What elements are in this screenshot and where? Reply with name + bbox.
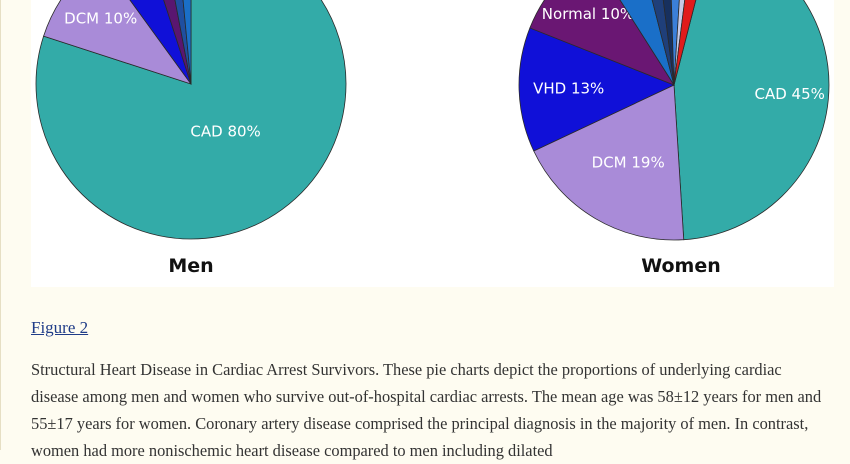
pie-slice <box>662 0 675 86</box>
pie-slice <box>673 0 697 86</box>
pie-slice <box>163 0 192 85</box>
pie-slice-label: CAD 45% <box>754 85 824 103</box>
pie-slice <box>35 0 347 240</box>
pie-chart-men: CAD 80% DCM 10% <box>35 0 347 240</box>
pie-slice <box>182 0 192 85</box>
pie-slice <box>533 84 685 241</box>
pie-chart-title: Men <box>168 255 213 277</box>
pie-slice <box>670 0 680 86</box>
pie-slice <box>651 0 675 86</box>
pie-slice-label: Normal 10% <box>542 5 634 23</box>
pie-slice <box>619 0 675 86</box>
pie-slice-label: CAD 80% <box>190 123 260 141</box>
figure-image: CAD 80% DCM 10% Men CAD 45% DCM 19% VHD 13% No… <box>31 0 834 287</box>
article-page: CAD 80% DCM 10% Men CAD 45% DCM 19% VHD 13% No… <box>0 0 834 460</box>
pie-slice-label: VHD 13% <box>533 79 604 97</box>
pie-chart-women: CAD 45% DCM 19% VHD 13% Normal 10% <box>518 0 830 241</box>
pie-slice-label: DCM 10% <box>64 9 137 27</box>
pie-slice <box>43 0 193 85</box>
pie-slice <box>673 0 830 241</box>
pie-slice <box>129 0 192 85</box>
pie-slice <box>518 27 676 152</box>
pie-charts: CAD 80% DCM 10% Men CAD 45% DCM 19% VHD 13% No… <box>35 0 830 277</box>
pie-slice <box>529 0 675 86</box>
pie-slice <box>174 0 192 85</box>
figure-caption: Structural Heart Disease in Cardiac Arre… <box>31 360 822 460</box>
pie-chart-title: Women <box>641 255 721 277</box>
figure-2-link[interactable]: Figure 2 <box>31 318 89 337</box>
pie-slice-label: DCM 19% <box>592 153 665 171</box>
